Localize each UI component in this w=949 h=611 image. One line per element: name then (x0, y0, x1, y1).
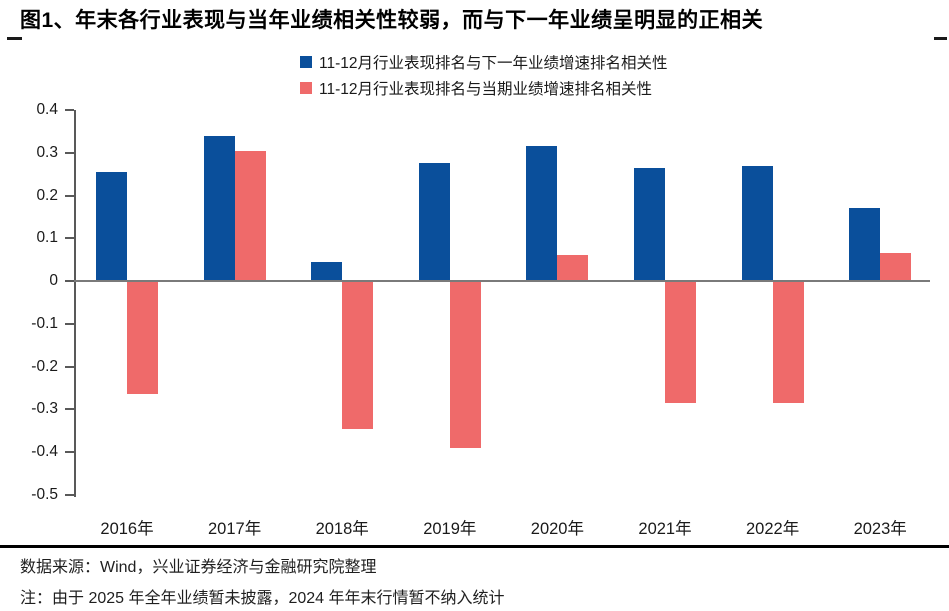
y-axis-tick (65, 151, 74, 154)
legend-swatch-red-icon (300, 82, 312, 94)
y-axis-tick (65, 237, 74, 240)
title-underline-right-dash (934, 37, 947, 40)
bar-2019年-next-year (418, 163, 450, 282)
y-axis-tick-label: -0.3 (31, 400, 58, 418)
y-axis-tick-label: 0.1 (36, 229, 58, 247)
y-axis-tick-label: 0 (49, 272, 58, 290)
y-axis-tick (65, 494, 74, 496)
bar-2017年-next-year (203, 135, 235, 282)
legend-item-current-year: 11-12月行业表现排名与当期业绩增速排名相关性 (300, 75, 668, 101)
legend-item-next-year: 11-12月行业表现排名与下一年业绩增速排名相关性 (300, 49, 668, 75)
bar-2017年-current-year (234, 150, 266, 282)
x-axis-category-label: 2022年 (745, 520, 800, 538)
zero-baseline (74, 280, 930, 283)
y-axis-tick-label: -0.1 (31, 314, 58, 332)
y-axis-line (74, 110, 76, 497)
y-axis-tick-label: 0.4 (36, 101, 58, 118)
y-axis-tick (65, 408, 74, 411)
y-axis-tick (65, 280, 74, 283)
bar-2018年-current-year (342, 281, 374, 429)
x-axis-category-label: 2019年 (423, 520, 477, 538)
title-underline-left-dash (7, 37, 22, 40)
x-axis-category-label: 2017年 (207, 520, 262, 538)
footnote-text: 注：由于 2025 年全年业绩暂未披露，2024 年年末行情暂不纳入统计 (20, 590, 505, 607)
legend-label: 11-12月行业表现排名与下一年业绩增速排名相关性 (319, 55, 668, 72)
legend-swatch-blue-icon (300, 56, 312, 68)
y-axis-tick-label: -0.5 (31, 486, 58, 503)
y-axis-tick-label: -0.2 (31, 357, 58, 375)
bar-2021年-current-year (665, 281, 696, 404)
bar-2020年-next-year (526, 146, 558, 282)
bar-2023年-next-year (849, 208, 881, 282)
chart-legend: 11-12月行业表现排名与下一年业绩增速排名相关性 11-12月行业表现排名与当… (300, 49, 668, 101)
y-axis-tick-label: 0.3 (36, 143, 58, 161)
x-axis-category-label: 2016年 (100, 520, 154, 538)
bar-2022年-next-year (741, 165, 773, 282)
y-axis-tick (65, 322, 74, 325)
bar-2016年-current-year (127, 281, 158, 395)
bar-2018年-next-year (311, 261, 343, 282)
footer-divider (0, 545, 949, 548)
y-axis-tick (65, 194, 74, 197)
x-axis-category-label: 2020年 (530, 520, 584, 538)
y-axis-tick (65, 109, 74, 111)
bar-2019年-current-year (449, 281, 481, 448)
legend-label: 11-12月行业表现排名与当期业绩增速排名相关性 (319, 81, 652, 98)
y-axis-tick (65, 365, 74, 368)
chart-title: 图1、年末各行业表现与当年业绩相关性较弱，而与下一年业绩呈明显的正相关 (20, 9, 764, 32)
x-axis-category-label: 2021年 (638, 520, 692, 538)
bar-2021年-next-year (634, 167, 665, 282)
bar-2020年-current-year (557, 255, 589, 282)
x-axis-category-label: 2018年 (315, 520, 369, 538)
x-axis-category-label: 2023年 (853, 520, 907, 538)
bar-2023年-current-year (880, 253, 912, 282)
y-axis-tick (65, 451, 74, 454)
y-axis-tick-label: -0.4 (31, 443, 58, 461)
bar-2016年-next-year (96, 172, 127, 282)
y-axis-tick-label: 0.2 (36, 186, 58, 204)
bar-2022年-current-year (772, 281, 804, 404)
data-source-text: 数据来源：Wind，兴业证券经济与金融研究院整理 (20, 559, 377, 576)
